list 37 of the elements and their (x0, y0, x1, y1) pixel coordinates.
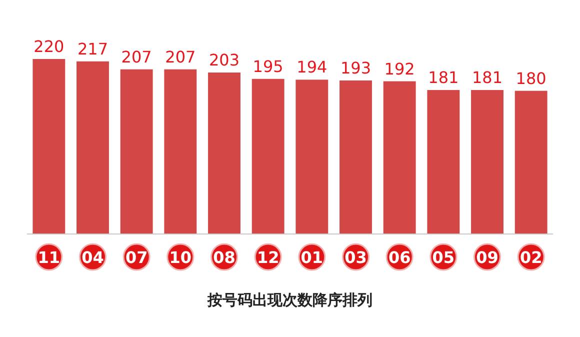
data-label: 193 (340, 58, 372, 78)
bar (208, 72, 240, 234)
x-tick-label: 10 (169, 248, 192, 267)
x-tick-label: 01 (300, 248, 324, 267)
x-tick-label: 03 (344, 248, 367, 267)
bar (514, 90, 548, 234)
x-tick-label: 12 (256, 248, 280, 267)
text: 按号码出现次数降序排列 (206, 291, 372, 309)
x-tick-label: 06 (388, 248, 411, 267)
bar (76, 61, 109, 234)
data-label: 220 (34, 37, 64, 56)
x-tick-label: 07 (125, 248, 148, 267)
data-label: 203 (208, 50, 240, 70)
data-label: 207 (165, 47, 196, 66)
data-label: 195 (252, 56, 284, 76)
x-tick-label: 09 (476, 248, 498, 267)
data-label: 181 (472, 68, 503, 88)
x-tick-label: 08 (213, 248, 236, 267)
data-label: 194 (296, 58, 328, 77)
bar (340, 80, 372, 234)
bar (120, 69, 153, 234)
data-label: 217 (77, 39, 108, 58)
bar (32, 59, 66, 234)
x-tick-label: 05 (432, 248, 455, 267)
data-label: 181 (428, 68, 459, 88)
bar (471, 90, 504, 234)
x-tick-label: 02 (520, 248, 542, 267)
x-tick-label: 04 (82, 248, 104, 267)
data-label: 192 (384, 59, 415, 78)
bar (427, 90, 460, 234)
bar (383, 81, 416, 234)
data-label: 207 (121, 47, 152, 66)
bar (252, 78, 284, 234)
bar (296, 80, 328, 234)
bar (164, 69, 197, 234)
data-label: 180 (516, 68, 546, 88)
x-tick-label: 11 (38, 248, 60, 267)
